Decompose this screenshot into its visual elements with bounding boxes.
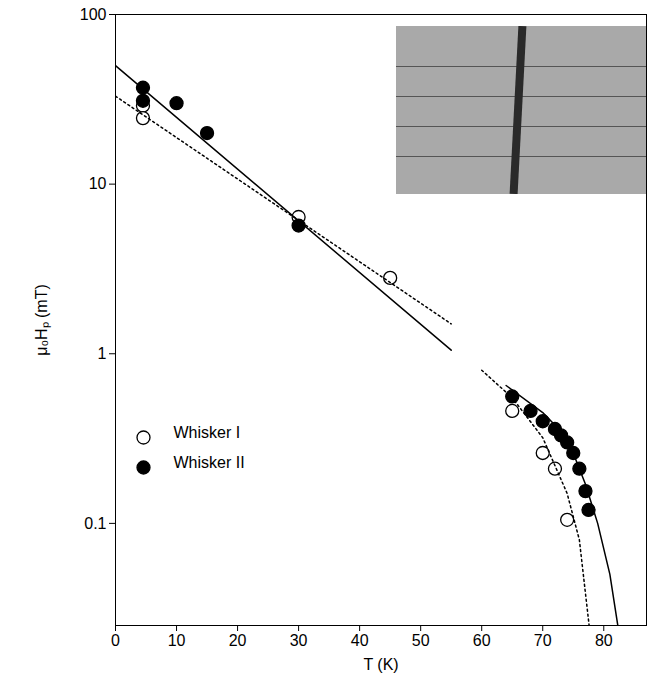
svg-text:1: 1 [98, 345, 107, 362]
svg-text:40: 40 [351, 632, 369, 649]
svg-text:0.1: 0.1 [84, 514, 106, 531]
svg-text:10: 10 [89, 175, 107, 192]
svg-text:0: 0 [111, 632, 120, 649]
svg-text:μ₀Hₚ (mT): μ₀Hₚ (mT) [33, 284, 51, 356]
svg-text:T (K): T (K) [363, 656, 398, 673]
svg-text:60: 60 [473, 632, 491, 649]
svg-text:100: 100 [80, 6, 107, 23]
svg-text:Whisker II: Whisker II [174, 454, 245, 471]
svg-text:50: 50 [412, 632, 430, 649]
svg-text:80: 80 [595, 632, 613, 649]
svg-text:Whisker I: Whisker I [174, 424, 241, 441]
svg-text:10: 10 [168, 632, 186, 649]
svg-text:20: 20 [229, 632, 247, 649]
svg-text:70: 70 [534, 632, 552, 649]
svg-text:30: 30 [290, 632, 308, 649]
